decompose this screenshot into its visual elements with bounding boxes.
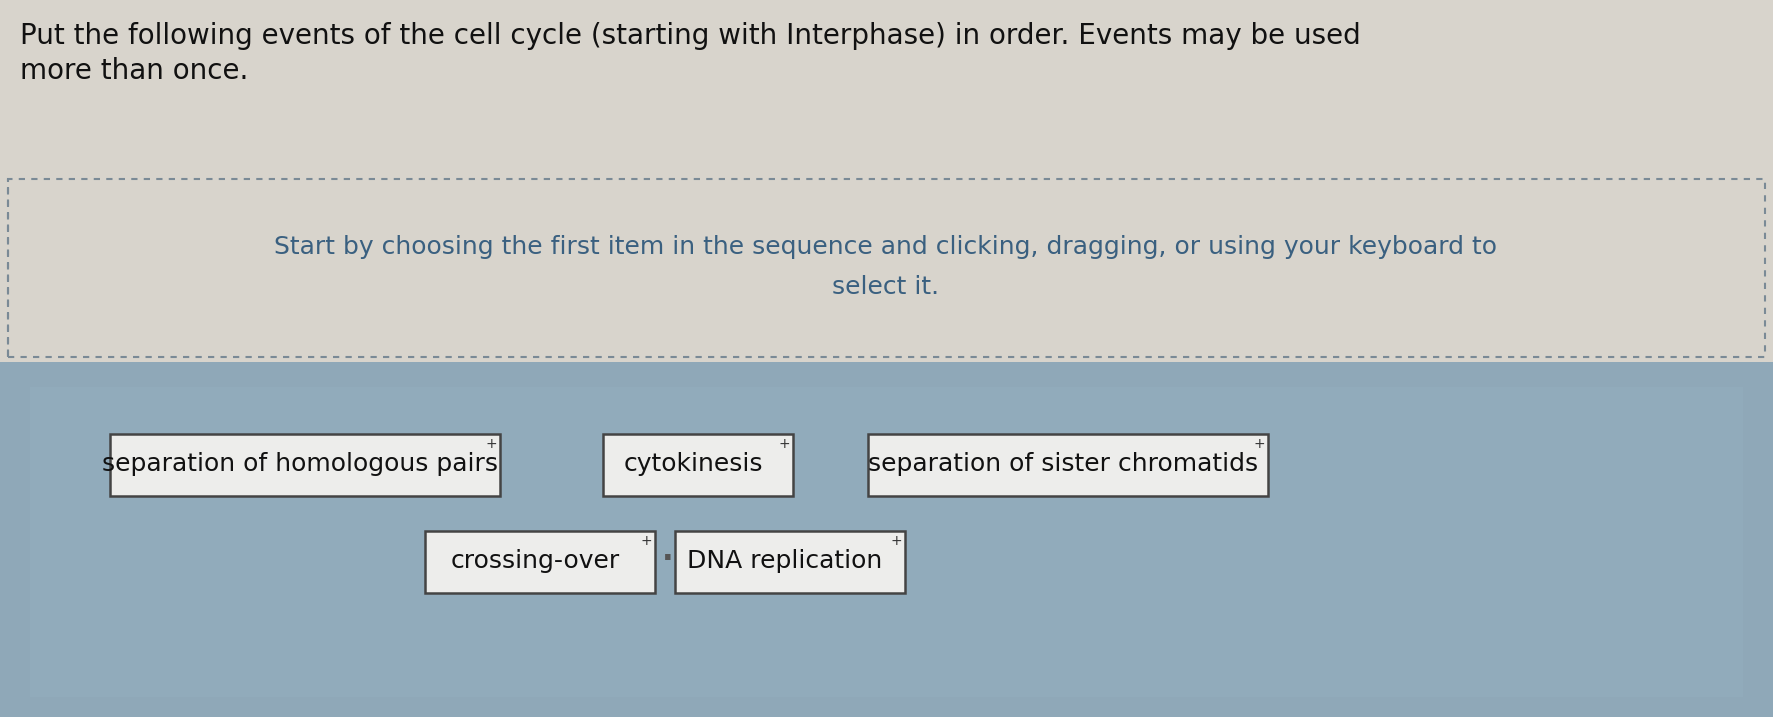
FancyBboxPatch shape [676,531,904,593]
FancyBboxPatch shape [869,434,1268,496]
FancyBboxPatch shape [426,531,654,593]
Text: +: + [1254,437,1264,451]
Text: separation of sister chromatids: separation of sister chromatids [869,452,1259,476]
Text: +: + [486,437,496,451]
Bar [30,387,1743,697]
Text: select it.: select it. [833,275,940,299]
Text: Put the following events of the cell cycle (starting with Interphase) in order. : Put the following events of the cell cyc… [20,22,1360,50]
Text: DNA replication: DNA replication [688,549,883,573]
Text: separation of homologous pairs: separation of homologous pairs [103,452,498,476]
Text: ·: · [661,546,674,574]
FancyBboxPatch shape [603,434,793,496]
Text: +: + [890,534,902,548]
Text: cytokinesis: cytokinesis [624,452,762,476]
Text: Start by choosing the first item in the sequence and clicking, dragging, or usin: Start by choosing the first item in the … [275,235,1498,259]
Text: +: + [778,437,791,451]
Text: +: + [640,534,652,548]
Text: more than once.: more than once. [20,57,248,85]
Bar [0,362,1773,717]
Text: crossing-over: crossing-over [450,549,619,573]
FancyBboxPatch shape [110,434,500,496]
